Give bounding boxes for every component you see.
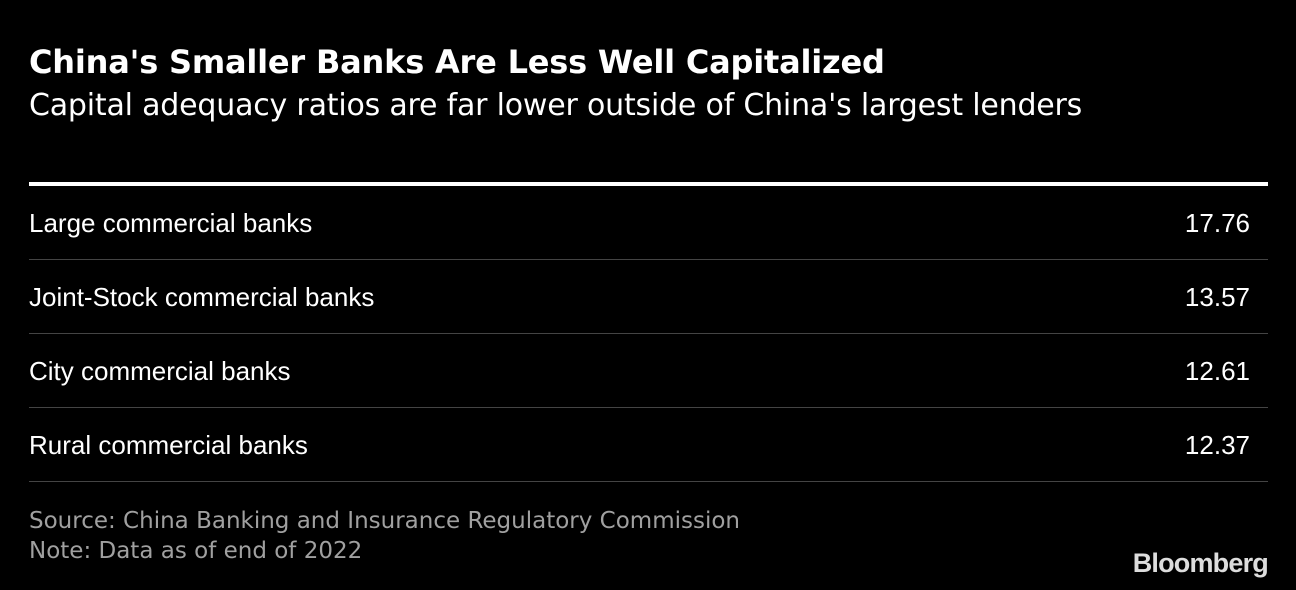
chart-subtitle: Capital adequacy ratios are far lower ou… — [29, 88, 1083, 123]
row-label: City commercial banks — [29, 356, 291, 386]
table-row: Large commercial banks 17.76 — [29, 186, 1268, 260]
chart-title: China's Smaller Banks Are Less Well Capi… — [29, 43, 885, 81]
data-note: Note: Data as of end of 2022 — [29, 538, 363, 564]
chart-footer: Source: China Banking and Insurance Regu… — [29, 506, 740, 566]
table-row: Joint-Stock commercial banks 13.57 — [29, 260, 1268, 334]
row-value: 12.37 — [1184, 430, 1250, 460]
row-label: Joint-Stock commercial banks — [29, 282, 375, 312]
source-note: Source: China Banking and Insurance Regu… — [29, 508, 741, 534]
table-row: City commercial banks 12.61 — [29, 334, 1268, 408]
row-value: 12.61 — [1184, 356, 1250, 386]
row-label: Large commercial banks — [29, 208, 313, 238]
data-table: Large commercial banks 17.76 Joint-Stock… — [29, 182, 1268, 482]
row-value: 13.57 — [1184, 282, 1250, 312]
bloomberg-logo: Bloomberg — [1132, 548, 1269, 578]
table-row: Rural commercial banks 12.37 — [29, 408, 1268, 482]
row-label: Rural commercial banks — [29, 430, 308, 460]
row-value: 17.76 — [1184, 208, 1250, 238]
